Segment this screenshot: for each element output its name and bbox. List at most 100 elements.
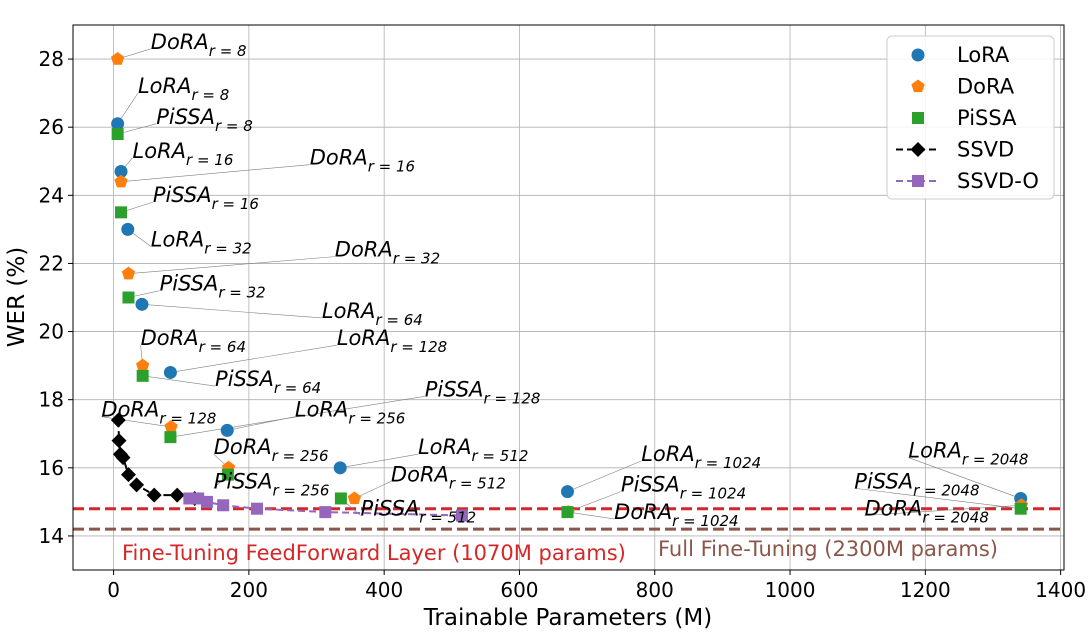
legend-label-lora: LoRA: [957, 43, 1010, 67]
ssvd-point: [129, 477, 145, 493]
plot-frame: [72, 24, 1065, 571]
y-tick-label: 28: [39, 47, 64, 71]
lora-point: [114, 164, 128, 178]
annotation-label: LoRAr = 2048: [908, 439, 1028, 469]
annotation-label: DoRAr = 16: [310, 146, 415, 176]
y-tick-label: 16: [39, 456, 64, 480]
legend-label-ssvd: SSVD: [957, 138, 1014, 162]
axis-ticks: 0 200 400 600 800 1000 1200 1400 14 16 18 20 22 24 26 2…: [39, 47, 1087, 602]
annotation-label: PiSSAr = 512: [360, 497, 476, 527]
x-tick-label: 400: [365, 578, 403, 602]
annotation-label: PiSSAr = 8: [156, 105, 253, 135]
legend-label-dora: DoRA: [957, 75, 1015, 99]
annotation-label: DoRAr = 8: [151, 30, 247, 60]
annotation-label: LoRAr = 512: [418, 435, 528, 465]
lora-point: [560, 485, 574, 499]
lora-point: [333, 461, 347, 475]
annotation-label: LoRAr = 32: [151, 227, 252, 257]
series-group: [110, 52, 1029, 522]
series-pissa: [111, 128, 1027, 519]
dora-point: [347, 491, 362, 505]
dora-point: [110, 52, 125, 65]
ssvd-point: [169, 487, 185, 503]
legend: LoRA DoRA PiSSA SSVD SSVD-O: [886, 35, 1055, 200]
pissa-point: [1014, 502, 1027, 515]
annotation-leader: [854, 487, 1021, 509]
legend-marker-pissa: [912, 112, 924, 124]
legend-marker-ssvd-o: [912, 175, 924, 187]
annotation-leader: [227, 416, 295, 431]
annotation-label: DoRAr = 128: [101, 398, 216, 428]
annotation-leader: [567, 460, 642, 492]
y-tick-label: 20: [39, 320, 64, 344]
y-axis-label: WER (%): [4, 247, 30, 347]
x-tick-label: 200: [230, 578, 268, 602]
annotation-label: DoRAr = 2048: [864, 497, 988, 527]
ffn-reference-label: Fine-Tuning FeedForward Layer (1070M par…: [122, 541, 626, 565]
annotation-label: PiSSAr = 2048: [854, 469, 979, 499]
series-ssvd: [110, 412, 203, 506]
x-tick-label: 1400: [1035, 578, 1086, 602]
lora-point: [121, 222, 135, 236]
reference-lines: Fine-Tuning FeedForward Layer (1070M par…: [73, 507, 1064, 565]
y-tick-label: 14: [39, 524, 64, 548]
annotation-label: DoRAr = 256: [214, 435, 329, 465]
x-tick-label: 1200: [900, 578, 951, 602]
ssvd-o-point: [319, 506, 332, 519]
annotation-leader: [142, 375, 216, 387]
lora-point: [111, 117, 125, 131]
dora-point: [121, 266, 136, 280]
annotation-leader: [117, 123, 157, 135]
annotation-label: DoRAr = 512: [391, 462, 506, 492]
annotation-leader: [128, 256, 335, 274]
x-tick-label: 0: [107, 578, 120, 602]
annotation-leader: [121, 164, 310, 182]
annotation-label: LoRAr = 16: [133, 139, 234, 169]
annotation-label: LoRAr = 256: [295, 398, 405, 428]
dora-point: [136, 358, 150, 372]
legend-marker-ssvd: [910, 142, 926, 157]
annotation-label: PiSSAr = 256: [214, 469, 330, 499]
annotation-label: LoRAr = 128: [337, 326, 447, 356]
pissa-point: [221, 468, 234, 481]
ssvd-o-point: [455, 509, 468, 522]
ssvd-o-point: [200, 495, 213, 508]
annotation-label: LoRAr = 8: [138, 74, 229, 104]
annotation-leader: [864, 504, 1022, 516]
legend-box: [886, 35, 1055, 200]
pissa-point: [561, 506, 574, 519]
pissa-point: [136, 369, 149, 382]
pissa-point: [164, 431, 177, 444]
legend-label-ssvd-o: SSVD-O: [957, 169, 1039, 193]
y-tick-label: 26: [39, 115, 64, 139]
ssvd-point: [146, 487, 162, 503]
annotation-label: PiSSAr = 64: [215, 367, 321, 397]
y-tick-label: 24: [39, 183, 64, 207]
pissa-point: [334, 492, 347, 505]
annotation-leader: [568, 511, 615, 520]
x-tick-label: 800: [636, 578, 674, 602]
x-tick-label: 600: [500, 578, 538, 602]
x-axis-label: Trainable Parameters (M): [423, 605, 712, 631]
legend-marker-lora: [911, 48, 925, 62]
ssvd-point: [110, 412, 126, 428]
lora-point: [220, 423, 234, 437]
dora-point: [114, 174, 128, 188]
lora-point: [135, 297, 149, 311]
legend-label-pissa: PiSSA: [957, 106, 1017, 130]
y-tick-label: 22: [39, 251, 64, 275]
x-tick-label: 1000: [765, 578, 816, 602]
annotation-leader: [567, 491, 622, 513]
pissa-point: [115, 206, 128, 219]
annotation-label: PiSSAr = 1024: [621, 473, 746, 503]
annotation-leader: [170, 395, 425, 438]
grid: [73, 25, 1064, 570]
annotation-leader: [141, 304, 322, 319]
annotation-label: DoRAr = 1024: [614, 500, 738, 530]
ssvd-o-point: [250, 502, 263, 515]
legend-marker-dora: [911, 79, 925, 93]
pissa-point: [111, 128, 124, 140]
annotation-label: LoRAr = 64: [322, 299, 423, 329]
dora-point: [164, 419, 178, 433]
